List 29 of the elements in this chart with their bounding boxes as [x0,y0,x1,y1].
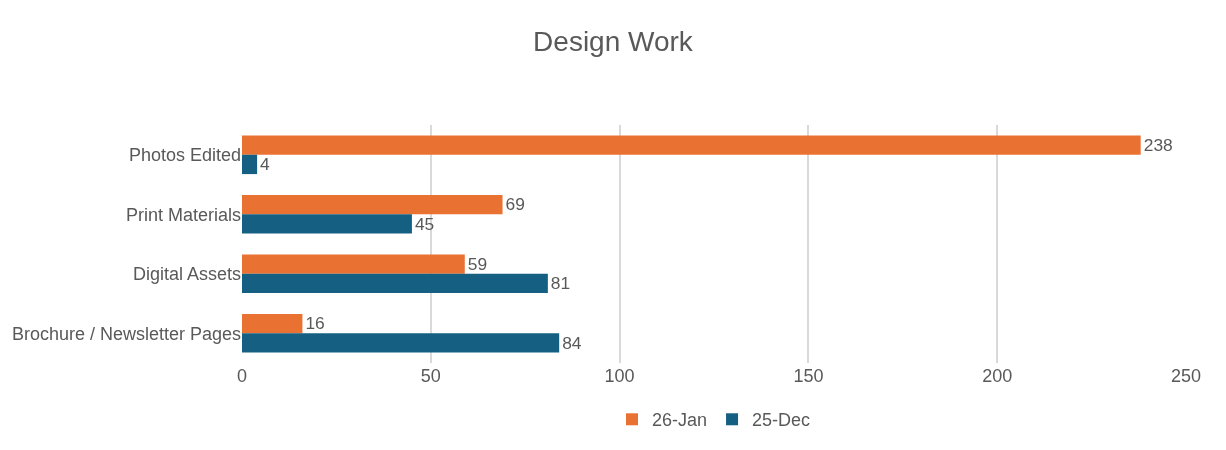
data-label: 69 [505,194,525,215]
legend-label: 26-Jan [652,410,708,431]
data-label: 238 [1143,134,1173,155]
bar [242,214,412,234]
chart-title: Design Work [533,26,694,58]
x-tick-label: 50 [420,366,441,386]
bar [242,333,560,353]
bar [242,194,503,215]
x-tick-label: 250 [1170,366,1202,386]
y-tick-label: Brochure / Newsletter Pages [11,323,241,344]
data-label: 81 [550,273,571,294]
x-tick-label: 150 [793,366,824,386]
y-tick-label: Digital Assets [132,264,241,285]
bar [242,135,1141,155]
data-label: 45 [414,213,435,234]
bar [242,154,258,175]
data-label: 4 [260,154,271,175]
bar [242,313,303,334]
x-tick-label: 0 [236,366,248,386]
data-label: 84 [562,332,582,353]
data-label: 59 [467,253,488,274]
y-tick-label: Print Materials [125,204,241,225]
y-tick-label: Photos Edited [128,145,241,166]
bar [242,273,548,294]
x-tick-label: 100 [604,366,635,386]
x-tick-label: 200 [982,366,1013,386]
bar [242,254,465,274]
legend-label: 25-Dec [752,410,811,431]
data-label: 16 [305,313,325,334]
